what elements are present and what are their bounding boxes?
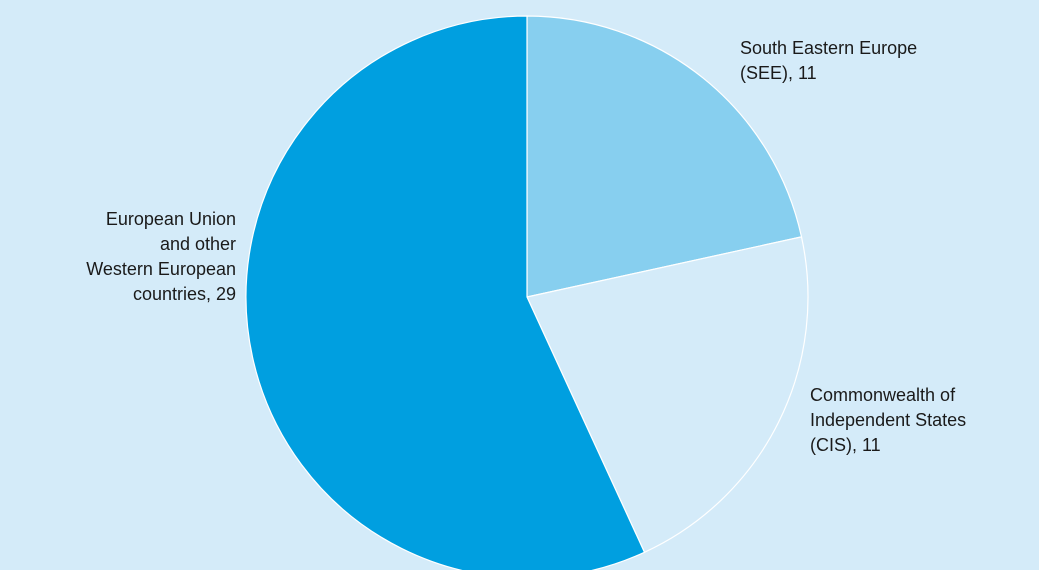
pie-slice-cis: [526, 236, 809, 554]
slice-label-eu-line-1: European Union: [105, 209, 236, 229]
pie-slices: [245, 15, 809, 570]
slice-label-see-line-2: (SEE), 11: [740, 63, 817, 83]
slice-label-see-line-1: South Eastern Europe: [740, 38, 918, 58]
pie-slice-eu: [245, 15, 646, 570]
pie-slice-see: [526, 15, 803, 298]
slice-label-cis: Commonwealth of Independent States (CIS)…: [810, 383, 966, 458]
slice-label-cis-line-2: Independent States: [810, 410, 967, 430]
slice-label-eu: European Union and other Western Europea…: [86, 207, 236, 307]
slice-label-eu-line-4: countries, 29: [132, 284, 236, 304]
slice-label-cis-line-3: (CIS), 11: [810, 435, 881, 455]
slice-label-eu-line-3: Western European: [86, 259, 236, 279]
slice-label-cis-line-1: Commonwealth of: [810, 385, 956, 405]
slice-label-see: South Eastern Europe (SEE), 11: [740, 36, 917, 86]
slice-label-eu-line-2: and other: [159, 234, 236, 254]
